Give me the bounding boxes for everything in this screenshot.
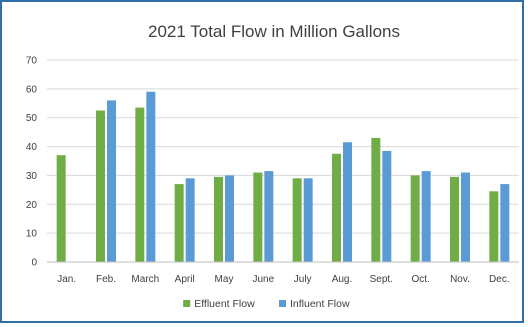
y-tick-label: 10 [26,229,38,240]
influent-bar [264,171,274,262]
effluent-bar [489,191,499,262]
effluent-bar [214,176,223,262]
chart-title: 2021 Total Flow in Million Gallons [148,22,400,41]
legend-swatch [279,300,286,307]
legend-swatch [183,300,191,307]
x-axis-ticks: Jan. Feb. March April May June July Aug. Sept. Oc… [57,274,509,285]
y-tick-label: 70 [26,56,38,67]
influent-bar [500,184,510,262]
x-tick-label: April [175,274,195,285]
y-tick-label: 40 [26,142,38,153]
x-tick-label: Feb. [96,274,116,285]
influent-bar [107,100,116,263]
influent-bar [225,175,234,262]
influent-bar [343,142,352,262]
y-tick-label: 60 [26,84,38,95]
effluent-bar [56,155,66,262]
y-axis-ticks: 0 10 20 30 40 50 60 70 [26,56,38,269]
x-tick-label: March [131,274,159,285]
effluent-bar [174,184,184,262]
effluent-bar [253,172,263,262]
effluent-bar [292,178,302,262]
x-tick-label: May [215,274,234,285]
x-tick-label: July [294,274,312,285]
effluent-bar [96,110,105,262]
effluent-bar [371,137,381,262]
x-tick-label: Oct. [411,274,429,285]
legend-label: Effluent Flow [194,298,255,310]
influent-bar [382,150,392,262]
influent-bar [461,172,470,262]
x-tick-label: Nov. [450,274,470,285]
effluent-bar [135,107,145,262]
influent-bar [421,171,431,262]
influent-bar [146,91,156,262]
y-tick-label: 50 [26,113,38,124]
influent-bar [303,178,313,262]
effluent-bar [332,153,341,262]
effluent-bar [450,176,459,262]
effluent-bar [410,175,420,262]
legend-label: Influent Flow [290,298,350,310]
x-tick-label: Sept. [370,274,393,285]
x-tick-label: Jan. [57,274,76,285]
y-tick-label: 30 [26,171,38,182]
bars [56,91,510,263]
y-tick-label: 20 [26,200,38,211]
x-tick-label: Dec. [489,274,510,285]
x-tick-label: June [252,274,274,285]
y-tick-label: 0 [31,258,37,269]
gridlines [47,59,519,234]
x-tick-label: Aug. [332,274,353,285]
influent-bar [185,178,195,262]
legend: Effluent Flow Influent Flow [183,298,350,310]
